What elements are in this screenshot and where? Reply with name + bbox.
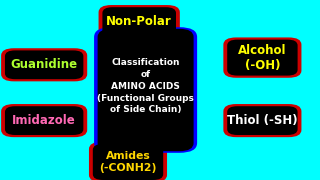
Text: Non-Polar: Non-Polar bbox=[106, 15, 172, 28]
FancyBboxPatch shape bbox=[227, 106, 298, 135]
FancyBboxPatch shape bbox=[89, 142, 167, 180]
FancyBboxPatch shape bbox=[1, 104, 87, 137]
FancyBboxPatch shape bbox=[223, 37, 301, 78]
FancyBboxPatch shape bbox=[223, 104, 301, 137]
FancyBboxPatch shape bbox=[94, 27, 197, 153]
FancyBboxPatch shape bbox=[1, 48, 87, 81]
Text: Classification
of
AMINO ACIDS
(Functional Groups
of Side Chain): Classification of AMINO ACIDS (Functiona… bbox=[97, 58, 194, 114]
Text: Guanidine: Guanidine bbox=[11, 58, 78, 71]
FancyBboxPatch shape bbox=[5, 50, 83, 79]
FancyBboxPatch shape bbox=[227, 40, 298, 76]
FancyBboxPatch shape bbox=[5, 106, 83, 135]
Text: Imidazole: Imidazole bbox=[12, 114, 76, 127]
Text: Thiol (-SH): Thiol (-SH) bbox=[227, 114, 298, 127]
Text: Alcohol
(-OH): Alcohol (-OH) bbox=[238, 44, 287, 72]
Text: Amides
(-CONH2): Amides (-CONH2) bbox=[99, 151, 157, 173]
FancyBboxPatch shape bbox=[93, 144, 163, 180]
FancyBboxPatch shape bbox=[102, 7, 176, 36]
FancyBboxPatch shape bbox=[99, 5, 180, 38]
FancyBboxPatch shape bbox=[98, 29, 194, 151]
